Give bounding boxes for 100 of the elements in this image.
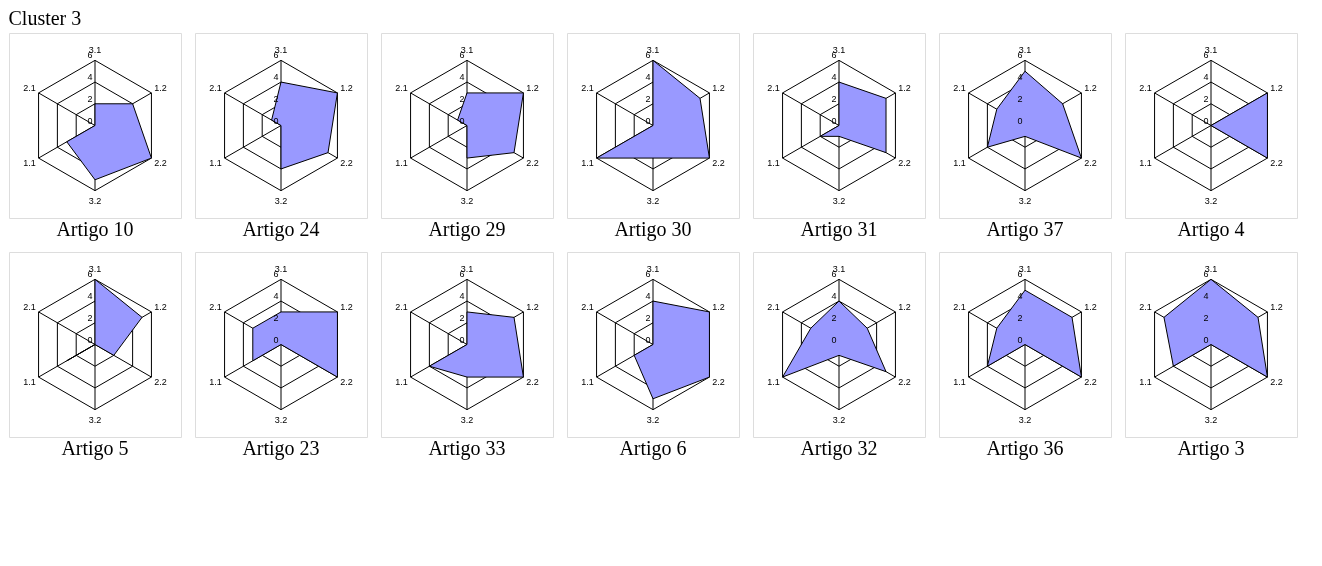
spoke-label: 2.1: [23, 82, 36, 93]
spoke-label: 2.2: [340, 158, 353, 169]
spoke-label: 2.1: [1139, 82, 1152, 93]
spoke-label: 3.2: [1204, 415, 1218, 426]
y-tick-label: 2: [87, 312, 93, 323]
y-tick-label: 0: [1017, 334, 1023, 345]
y-tick-label: 0: [831, 115, 837, 126]
y-tick-label: 2: [87, 93, 93, 104]
y-tick-label: 4: [645, 291, 651, 302]
spoke-label: 1.1: [23, 377, 36, 388]
spoke-label: 1.1: [1139, 158, 1152, 169]
y-tick-label: 4: [831, 291, 837, 302]
y-tick-label: 4: [273, 72, 279, 83]
spoke-label: 1.1: [209, 158, 222, 169]
spoke-label: 2.1: [953, 301, 966, 312]
spoke-label: 1.2: [898, 82, 911, 93]
y-tick-label: 0: [459, 334, 465, 345]
text: Artigo 37: [986, 218, 1064, 241]
spoke-label: 1.2: [1084, 301, 1097, 312]
spoke-label: 3.2: [646, 415, 660, 426]
spoke-label: 1.1: [767, 377, 780, 388]
spoke-label: 1.2: [340, 301, 353, 312]
spoke-label: 2.2: [1084, 377, 1097, 388]
y-tick-label: 0: [459, 115, 465, 126]
spoke-label: 3.2: [274, 196, 288, 207]
text: Artigo 5: [61, 437, 129, 460]
spoke-label: 2.2: [154, 377, 167, 388]
spoke-label: 3.2: [832, 415, 846, 426]
spoke-label: 2.1: [767, 82, 780, 93]
text: Artigo 36: [986, 437, 1064, 460]
spoke-label: 1.2: [1084, 82, 1097, 93]
spoke-label: 3.2: [1018, 415, 1032, 426]
spoke-label: 2.1: [767, 301, 780, 312]
y-tick-label: 4: [273, 291, 279, 302]
spoke-label: 2.1: [581, 82, 594, 93]
spoke-label: 1.2: [154, 82, 167, 93]
spoke-label: 1.2: [712, 301, 725, 312]
text: Artigo 30: [614, 218, 692, 241]
spoke-label: 1.1: [395, 377, 408, 388]
y-tick-label: 4: [459, 72, 465, 83]
spoke-label: 3.2: [1018, 196, 1032, 207]
text: Artigo 6: [619, 437, 687, 460]
spoke-label: 2.2: [1270, 377, 1283, 388]
text: Cluster 3: [8, 6, 82, 29]
text: Artigo 29: [428, 218, 506, 241]
spoke-label: 3.2: [460, 415, 474, 426]
y-tick-label: 0: [645, 115, 651, 126]
y-tick-label: 2: [645, 93, 651, 104]
spoke-label: 2.2: [526, 158, 539, 169]
y-tick-label: 4: [87, 72, 93, 83]
y-tick-label: 0: [87, 334, 93, 345]
spoke-label: 2.1: [953, 82, 966, 93]
y-tick-label: 2: [831, 93, 837, 104]
spoke-label: 2.2: [898, 158, 911, 169]
spoke-label: 2.2: [1270, 158, 1283, 169]
text: Artigo 31: [800, 218, 878, 241]
y-tick-label: 0: [273, 334, 279, 345]
y-tick-label: 4: [459, 291, 465, 302]
y-tick-label: 4: [831, 72, 837, 83]
spoke-label: 3.2: [646, 196, 660, 207]
spoke-label: 3.2: [832, 196, 846, 207]
y-tick-label: 2: [645, 312, 651, 323]
y-tick-label: 2: [1203, 312, 1209, 323]
y-tick-label: 4: [87, 291, 93, 302]
spoke-label: 2.1: [23, 301, 36, 312]
spoke-label: 1.2: [712, 82, 725, 93]
spoke-label: 3.2: [1204, 196, 1218, 207]
text: Artigo 24: [242, 218, 320, 241]
spoke-label: 1.1: [395, 158, 408, 169]
y-tick-label: 4: [1017, 291, 1023, 302]
text: Artigo 3: [1177, 437, 1245, 460]
spoke-label: 1.1: [953, 158, 966, 169]
y-tick-label: 2: [1017, 93, 1023, 104]
spoke-label: 2.1: [395, 82, 408, 93]
y-tick-label: 0: [645, 334, 651, 345]
spoke-label: 1.2: [526, 301, 539, 312]
y-tick-label: 0: [1203, 334, 1209, 345]
spoke-label: 3.2: [88, 196, 102, 207]
spoke-label: 1.2: [898, 301, 911, 312]
spoke-label: 2.1: [581, 301, 594, 312]
spoke-label: 2.2: [526, 377, 539, 388]
y-tick-label: 4: [1017, 72, 1023, 83]
spoke-label: 1.2: [1270, 301, 1283, 312]
y-tick-label: 0: [831, 334, 837, 345]
spoke-label: 1.2: [340, 82, 353, 93]
spoke-label: 2.2: [712, 158, 725, 169]
spoke-label: 1.1: [953, 377, 966, 388]
y-tick-label: 2: [273, 93, 279, 104]
spoke-label: 1.2: [154, 301, 167, 312]
spoke-label: 2.2: [712, 377, 725, 388]
spoke-label: 3.2: [88, 415, 102, 426]
y-tick-label: 0: [1017, 115, 1023, 126]
spoke-label: 1.1: [581, 377, 594, 388]
y-tick-label: 4: [1203, 72, 1209, 83]
spoke-label: 2.1: [395, 301, 408, 312]
spoke-label: 2.2: [898, 377, 911, 388]
y-tick-label: 0: [87, 115, 93, 126]
y-tick-label: 4: [645, 72, 651, 83]
y-tick-label: 2: [459, 93, 465, 104]
spoke-label: 1.1: [581, 158, 594, 169]
